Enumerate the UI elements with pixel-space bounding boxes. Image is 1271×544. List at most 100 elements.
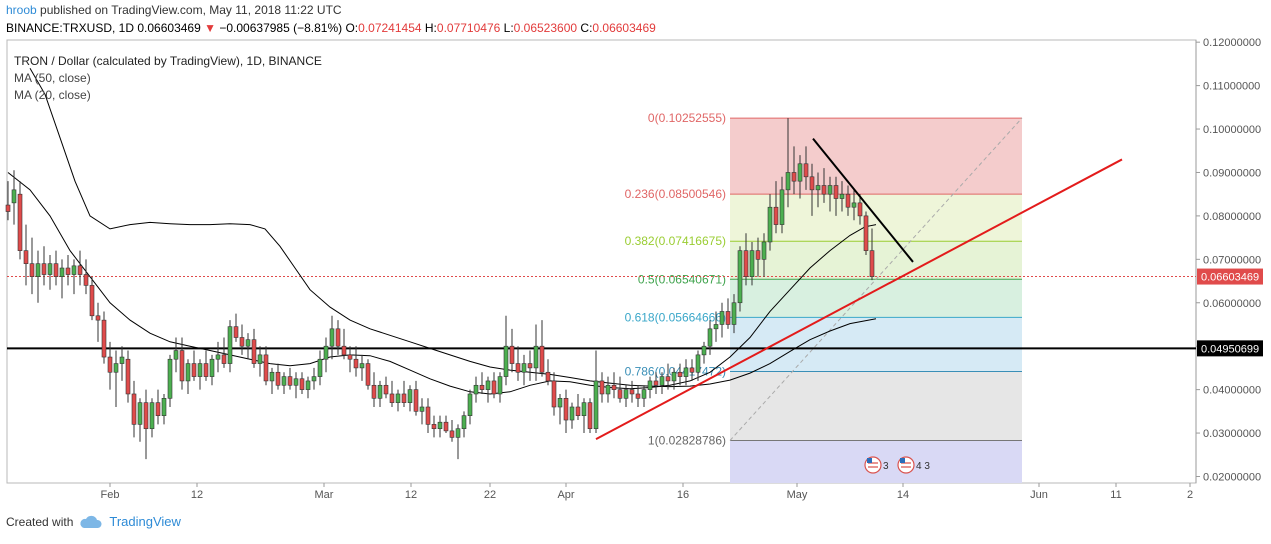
candle — [425, 398, 431, 434]
candle — [671, 367, 677, 390]
candle — [569, 402, 575, 429]
candle — [779, 176, 785, 234]
candle-body — [437, 421, 443, 430]
tradingview-link[interactable]: TradingView — [109, 514, 181, 529]
candle — [803, 146, 809, 190]
candle-body — [401, 393, 407, 403]
price-change: −0.00637985 (−8.81%) — [219, 21, 343, 35]
candle-body — [767, 206, 773, 243]
candle-body — [599, 380, 605, 395]
candle — [455, 424, 461, 460]
candle — [419, 398, 425, 425]
candle — [527, 350, 533, 381]
candle-body — [749, 250, 755, 278]
candle-body — [785, 172, 791, 191]
fib-level-label: 0.5(0.06540671) — [638, 272, 726, 286]
candle-body — [257, 354, 263, 364]
author-link[interactable]: hroob — [6, 3, 37, 17]
candle — [407, 385, 413, 412]
candle — [53, 250, 59, 286]
candle — [437, 415, 443, 438]
candle-body — [125, 358, 131, 395]
candle-body — [155, 402, 161, 416]
candle — [773, 181, 779, 234]
candle-body — [59, 267, 65, 278]
candle-body — [323, 345, 329, 360]
candle — [737, 246, 743, 312]
downtrend-line — [812, 137, 914, 263]
candle — [137, 398, 143, 442]
candle-body — [563, 398, 569, 421]
candle — [257, 346, 263, 377]
fib-level-label: 0(0.10252555) — [648, 111, 726, 125]
candle-body — [515, 363, 521, 373]
candle — [515, 346, 521, 381]
candle-body — [449, 430, 455, 438]
candle-body — [707, 328, 713, 347]
candle-body — [653, 380, 659, 386]
candle-body — [353, 358, 359, 369]
candle-body — [305, 380, 311, 390]
candle — [695, 350, 701, 381]
candle — [551, 372, 557, 416]
flag-canton — [900, 458, 905, 463]
candle — [509, 328, 515, 373]
candle — [275, 363, 281, 390]
candle-body — [23, 250, 29, 264]
legend-ma50[interactable]: MA (50, close) — [14, 71, 91, 85]
candle-body — [659, 376, 665, 386]
fib-level-label: 1(0.02828786) — [648, 433, 726, 447]
candle — [827, 176, 833, 212]
candle-body — [539, 345, 545, 373]
candle — [77, 250, 83, 286]
fib-trend-line — [729, 117, 1023, 441]
candle-body — [275, 371, 281, 386]
down-arrow-icon: ▼ — [204, 21, 217, 35]
candle-body — [239, 337, 245, 347]
x-tick-label: 12 — [405, 489, 417, 501]
candle-body — [35, 263, 41, 278]
candle — [575, 393, 581, 421]
ma50-line — [29, 67, 877, 388]
candle-body — [581, 402, 587, 416]
candle-body — [797, 163, 803, 182]
candle — [269, 367, 275, 394]
candle — [707, 320, 713, 355]
candle-body — [119, 356, 125, 364]
candle-body — [383, 384, 389, 395]
y-tick-label: 0.02000000 — [1203, 471, 1261, 483]
fib-level-label: 0.786(0.04417472) — [625, 364, 726, 378]
candle — [857, 194, 863, 225]
current-price-label-bg — [1197, 268, 1263, 285]
candle — [179, 337, 185, 390]
candle — [365, 359, 371, 390]
candle — [533, 324, 539, 381]
candle-body — [209, 358, 215, 377]
y-tick-label: 0.08000000 — [1203, 211, 1261, 223]
candle — [59, 259, 65, 299]
candle — [227, 320, 233, 373]
candle — [185, 359, 191, 394]
candle-body — [377, 384, 383, 399]
candle — [599, 372, 605, 403]
candle — [11, 170, 17, 225]
candle — [287, 367, 293, 390]
candle — [503, 315, 509, 386]
candle — [299, 372, 305, 394]
candle — [629, 380, 635, 403]
candle — [281, 372, 287, 394]
candle-body — [17, 193, 23, 251]
flag-canton — [867, 458, 872, 463]
candle — [611, 372, 617, 399]
candle — [107, 341, 113, 390]
candle-body — [359, 363, 365, 369]
x-tick-label: Jun — [1030, 489, 1048, 501]
candle-body — [419, 406, 425, 412]
current-price-label: 0.06603469 — [1201, 272, 1259, 284]
event-marker: 3 — [864, 456, 889, 474]
candle-body — [683, 367, 689, 377]
legend-ma20[interactable]: MA (20, close) — [14, 88, 91, 102]
candle-body — [473, 384, 479, 395]
